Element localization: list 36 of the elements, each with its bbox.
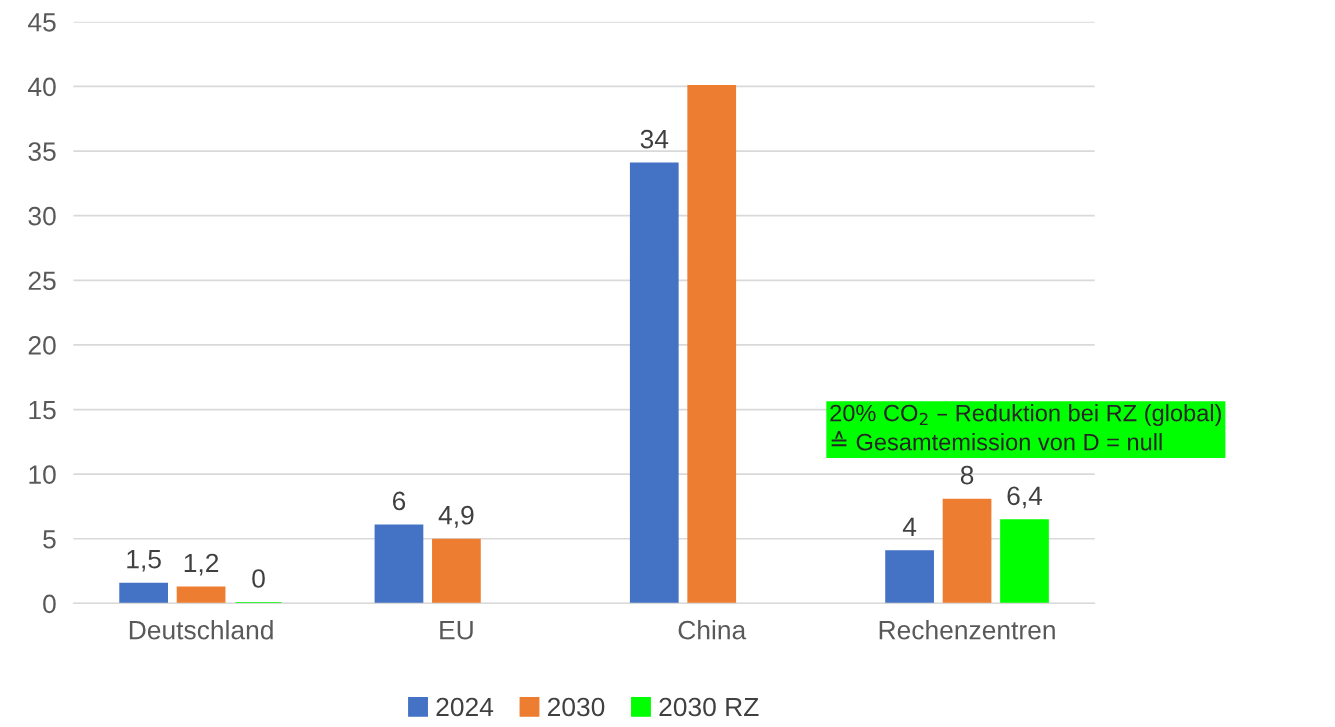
bar xyxy=(942,498,992,604)
x-tick-label: China xyxy=(678,620,747,640)
bar xyxy=(885,550,934,604)
data-label: 1,5 xyxy=(127,550,161,572)
bar xyxy=(432,538,481,604)
y-tick-label: 15 xyxy=(29,400,56,420)
y-tick-label: 0 xyxy=(43,594,56,614)
data-label: 4 xyxy=(902,517,917,536)
x-tick-label: EU xyxy=(440,621,473,640)
y-tick-label: 45 xyxy=(28,13,56,32)
bar xyxy=(687,85,737,604)
y-tick-label: 30 xyxy=(28,206,56,226)
bar xyxy=(629,162,679,604)
y-tick-label: 20 xyxy=(28,336,56,355)
legend-label: 2030 RZ xyxy=(659,697,759,717)
data-label: 8 xyxy=(960,465,974,485)
bar xyxy=(119,582,169,604)
y-tick-label: 40 xyxy=(28,77,56,97)
x-tick-label: Rechenzentren xyxy=(879,620,1055,640)
bar xyxy=(1000,519,1049,604)
data-label: 34 xyxy=(640,129,669,149)
legend-label: 2024 xyxy=(436,697,494,717)
y-tick-label: 25 xyxy=(28,271,56,291)
y-tick-label: 35 xyxy=(28,142,56,161)
x-tick-label: Deutschland xyxy=(129,620,273,640)
y-tick-label: 10 xyxy=(29,465,56,484)
data-label: 6,4 xyxy=(1007,486,1043,509)
data-label: 0 xyxy=(252,569,265,588)
data-label: 1,2 xyxy=(184,553,219,576)
y-tick-label: 5 xyxy=(43,530,56,549)
legend-label: 2030 xyxy=(547,697,605,717)
bar xyxy=(374,524,424,604)
bar xyxy=(176,586,226,604)
annotation: 20% CO$_{2}$ – Reduktion bei RZ (global) ≙ Gesamtemission von D = null xyxy=(830,404,1221,451)
data-label: 4,9 xyxy=(438,505,474,528)
data-label: 6 xyxy=(392,491,406,511)
